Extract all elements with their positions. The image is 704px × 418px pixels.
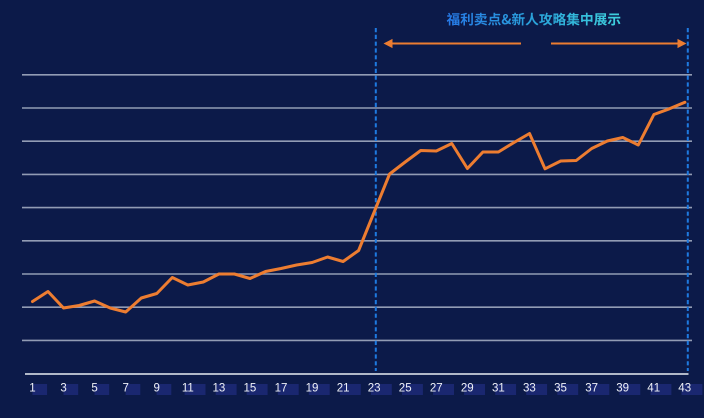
- svg-text:29: 29: [461, 383, 474, 395]
- svg-text:15: 15: [244, 383, 257, 395]
- svg-text:17: 17: [275, 383, 288, 395]
- svg-text:23: 23: [368, 383, 381, 395]
- svg-text:41: 41: [647, 383, 660, 395]
- svg-text:37: 37: [585, 383, 598, 395]
- svg-text:5: 5: [91, 383, 97, 395]
- svg-text:31: 31: [492, 383, 505, 395]
- svg-text:11: 11: [182, 383, 194, 395]
- svg-text:27: 27: [430, 383, 443, 395]
- svg-text:1: 1: [29, 383, 35, 395]
- svg-text:9: 9: [153, 383, 159, 395]
- svg-text:21: 21: [337, 383, 350, 395]
- svg-text:3: 3: [60, 383, 66, 395]
- svg-text:13: 13: [213, 383, 226, 395]
- svg-text:39: 39: [616, 383, 629, 395]
- svg-text:19: 19: [306, 383, 319, 395]
- svg-text:7: 7: [122, 383, 128, 395]
- svg-text:25: 25: [399, 383, 412, 395]
- svg-text:43: 43: [678, 383, 691, 395]
- svg-text:35: 35: [554, 383, 567, 395]
- svg-text:33: 33: [523, 383, 536, 395]
